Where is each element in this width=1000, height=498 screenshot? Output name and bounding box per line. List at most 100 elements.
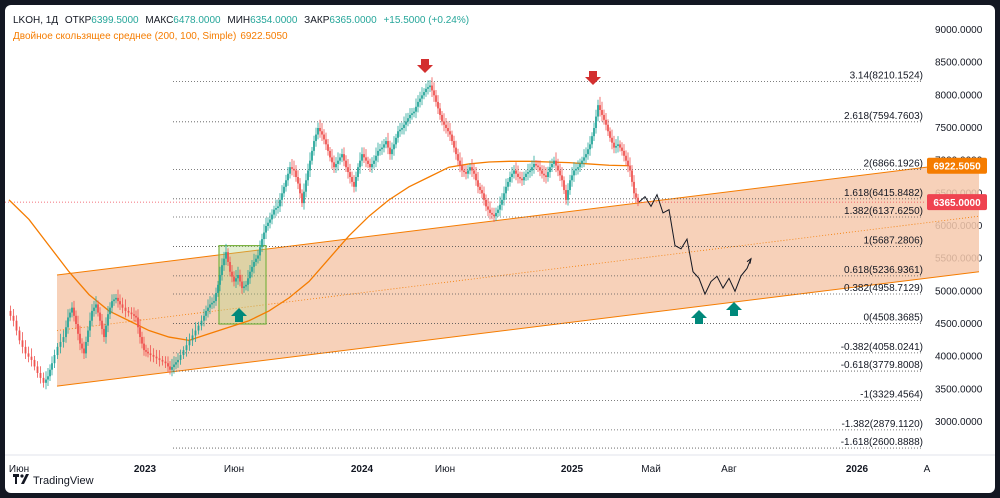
candle-body — [585, 154, 587, 158]
fib-level-label: 2(6866.1926) — [864, 158, 924, 169]
candle-body — [293, 168, 295, 171]
candle-body — [493, 214, 495, 217]
candle-body — [311, 150, 313, 161]
candle-body — [491, 212, 493, 215]
close-value: 6365.0000 — [329, 15, 377, 26]
candle-body — [194, 330, 197, 336]
candle-body — [433, 90, 435, 96]
y-tick-label: 8500.0000 — [935, 58, 983, 69]
candle-body — [119, 301, 121, 305]
candle-body — [115, 297, 117, 300]
candle-body — [241, 281, 243, 289]
candle-body — [499, 204, 501, 210]
candle-body — [65, 327, 67, 338]
candle-body — [591, 136, 593, 145]
candle-body — [249, 271, 251, 279]
candle-body — [62, 337, 65, 342]
candle-body — [331, 157, 333, 163]
candle-body — [327, 144, 329, 151]
candle-body — [509, 177, 511, 182]
candle-body — [373, 160, 375, 164]
candle-body — [363, 154, 365, 158]
candle-body — [121, 304, 124, 308]
candle-body — [337, 160, 339, 164]
candle-body — [401, 128, 403, 130]
open-label: ОТКР — [64, 15, 92, 26]
candle-body — [261, 239, 263, 248]
candle-body — [319, 128, 321, 132]
candle-body — [439, 108, 441, 115]
candle-body — [42, 377, 45, 383]
candle-body — [277, 206, 279, 209]
candle-body — [77, 324, 79, 334]
candle-body — [451, 134, 453, 142]
candle-body — [24, 346, 27, 354]
candle-body — [487, 206, 489, 210]
candle-body — [573, 170, 575, 176]
candle-body — [529, 170, 531, 173]
brand[interactable]: TradingView — [13, 474, 94, 487]
candle-body — [135, 315, 137, 318]
candle-body — [409, 114, 411, 119]
candle-body — [553, 160, 555, 164]
sma-price-tag-bg — [927, 157, 987, 174]
x-tick-label: 2026 — [846, 464, 869, 475]
candle-body — [629, 165, 631, 171]
sma-value: 6922.5050 — [240, 31, 288, 42]
candle-body — [627, 160, 629, 166]
fib-level-label: -1.382(2879.1120) — [841, 419, 923, 430]
candle-body — [603, 114, 605, 120]
candle-body — [223, 258, 225, 266]
candle-body — [231, 271, 233, 277]
candle-body — [343, 154, 345, 161]
fib-level-label: 1.382(6137.6250) — [844, 206, 923, 217]
close-label: ЗАКР — [304, 15, 330, 26]
candle-body — [369, 163, 371, 168]
candle-body — [423, 92, 425, 96]
candle-body — [251, 266, 253, 272]
price-chart[interactable]: 9000.00008500.00008000.00007500.00007000… — [5, 5, 995, 493]
candle-body — [633, 181, 635, 194]
candle-body — [182, 350, 185, 356]
candle-body — [133, 314, 135, 316]
candle-body — [219, 275, 221, 285]
candle-body — [637, 197, 639, 203]
candle-body — [203, 315, 205, 321]
candle-body — [503, 193, 505, 200]
candle-body — [617, 144, 619, 146]
candle-body — [347, 167, 349, 173]
candle-body — [397, 131, 399, 138]
sma-legend: Двойное скользящее среднее (200, 100, Si… — [13, 31, 288, 42]
candle-body — [207, 307, 209, 311]
candle-body — [225, 252, 227, 259]
candle-body — [431, 85, 433, 91]
candle-body — [197, 325, 200, 331]
y-tick-label: 4500.0000 — [935, 319, 983, 330]
candle-body — [56, 346, 59, 356]
candle-body — [117, 297, 119, 302]
candle-body — [605, 119, 607, 125]
candle-body — [419, 98, 421, 102]
symbol-label[interactable]: LKOH, 1Д — [13, 15, 59, 26]
candle-body — [495, 212, 497, 217]
candle-body — [517, 173, 519, 177]
candle-body — [267, 222, 269, 226]
candle-body — [101, 320, 103, 329]
candle-body — [533, 163, 535, 168]
channel-fill — [57, 160, 979, 387]
candle-body — [329, 150, 331, 158]
candle-body — [289, 167, 291, 174]
fib-level-label: 1(5687.2806) — [864, 235, 924, 246]
sma-label[interactable]: Двойное скользящее среднее (200, 100, Si… — [13, 31, 237, 42]
candle-body — [307, 170, 309, 181]
candle-body — [297, 177, 299, 184]
candle-body — [395, 137, 397, 145]
candle-body — [489, 209, 491, 213]
candle-body — [385, 141, 387, 145]
candle-body — [245, 284, 247, 287]
x-tick-label: 2024 — [351, 464, 374, 475]
candle-body — [361, 154, 363, 161]
candle-body — [525, 173, 527, 177]
candle-body — [229, 261, 231, 272]
candle-body — [425, 88, 427, 93]
